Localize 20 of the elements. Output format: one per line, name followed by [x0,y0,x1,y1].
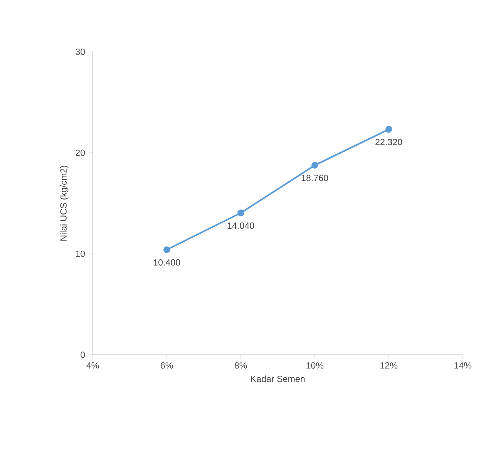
point [312,162,318,169]
point [164,246,170,254]
data-label: 22.320 [376,139,402,146]
x-axis-title: Kadar Semen [251,376,305,382]
x-tick-label: 12% [380,362,398,369]
y-tick-label: 10 [76,250,86,258]
point [238,210,244,217]
y-axis-title: Nilai UCS (kg/cm2) [60,166,69,241]
data-label: 14.040 [228,222,254,230]
y-tick-label: 0 [80,352,86,358]
data-label: 10.400 [154,259,180,266]
x-tick-label: 10% [306,362,324,369]
x-tick-label: 14% [454,362,472,369]
point [386,126,392,133]
x-tick-label: 8% [234,362,248,369]
data-label: 18.760 [302,175,328,182]
y-tick-label: 20 [76,150,86,156]
x-tick-label: 6% [160,362,174,369]
x-tick-label: 4% [86,362,100,369]
y-tick-label: 30 [76,48,86,56]
